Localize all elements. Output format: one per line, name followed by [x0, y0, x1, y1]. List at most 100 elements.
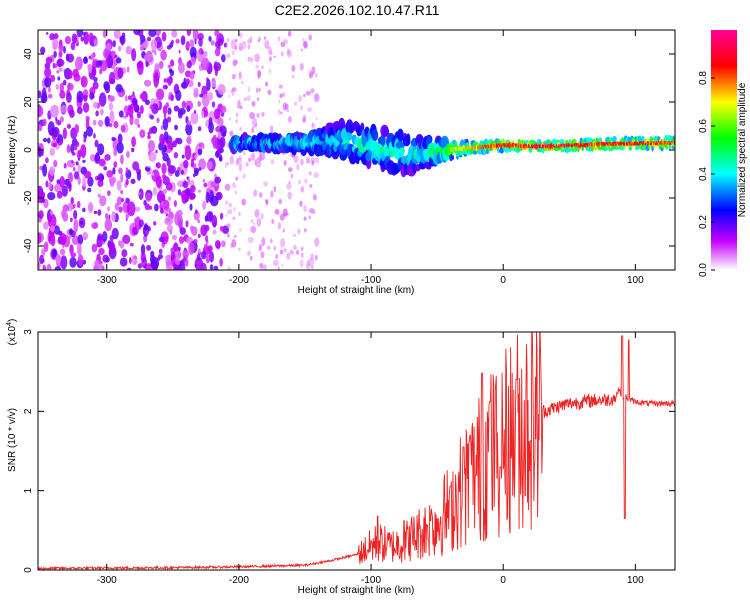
spectral-blob: [187, 135, 192, 145]
spectral-blob: [94, 153, 101, 164]
spectral-blob: [104, 218, 113, 232]
spectral-blob: [213, 265, 219, 270]
spectral-blob: [71, 160, 74, 164]
spectral-blob: [59, 82, 65, 93]
spectral-blob: [472, 150, 478, 155]
spectral-blob: [163, 131, 169, 141]
spectral-blob: [82, 231, 89, 241]
spectral-blob: [262, 264, 267, 270]
spectral-blob: [254, 159, 257, 166]
spectral-blob: [40, 191, 46, 199]
spectral-blob: [112, 167, 116, 175]
spectral-blob: [120, 124, 126, 133]
spectral-blob: [268, 68, 271, 74]
spectral-blob: [235, 38, 238, 43]
spectral-blob: [45, 180, 49, 188]
spectral-blob: [112, 40, 117, 48]
spectral-blob: [49, 74, 56, 83]
spectral-blob: [273, 55, 276, 58]
spectral-blob: [183, 77, 187, 84]
spectral-blob: [69, 244, 74, 255]
spectral-blob: [49, 166, 56, 176]
spectral-blob: [163, 113, 167, 118]
spectral-blob: [248, 250, 251, 256]
spectral-blob: [203, 50, 208, 58]
spectral-blob: [265, 200, 269, 206]
spectral-blob: [279, 93, 283, 99]
spectral-blob: [308, 215, 311, 220]
spectral-blob: [226, 223, 231, 229]
spectral-blob: [269, 56, 272, 62]
spectral-blob: [290, 173, 293, 179]
spectral-blob: [206, 78, 211, 91]
spectral-blob: [181, 100, 186, 109]
spectral-blob: [66, 159, 76, 168]
snr-y-tick-label: 3: [23, 329, 34, 335]
spectral-blob: [83, 94, 88, 102]
spectral-blob: [221, 54, 226, 63]
spectral-blob: [111, 211, 116, 222]
snr-scale-exp: 4: [6, 322, 13, 326]
spectral-blob: [228, 94, 230, 98]
spectral-blob: [115, 57, 122, 64]
spectral-blob: [211, 214, 218, 228]
spectral-blob: [315, 73, 318, 78]
spectral-blob: [66, 181, 72, 189]
spectral-blob: [76, 243, 82, 256]
spectral-blob: [282, 228, 285, 233]
spectral-blob: [41, 248, 46, 257]
spectral-blob: [155, 30, 161, 37]
spectral-blob: [136, 171, 142, 181]
spectral-blob: [383, 127, 390, 137]
spectral-blob: [280, 111, 283, 115]
spectral-blob: [59, 90, 66, 99]
spectrogram-y-ticks: -40 -20 0 20 40: [23, 48, 675, 253]
spectral-blob: [186, 60, 193, 69]
spectral-blob: [291, 64, 296, 72]
spectral-blob: [169, 69, 175, 77]
spectral-blob: [313, 157, 320, 164]
spectral-blob: [198, 158, 206, 170]
spectral-blob: [149, 114, 155, 120]
spectral-blob: [65, 92, 72, 103]
spectral-blob: [83, 170, 92, 179]
spectral-blob: [143, 53, 153, 62]
spectral-blob: [218, 38, 223, 44]
spectral-blob: [158, 248, 163, 255]
spectral-blob: [273, 186, 277, 193]
spectral-blob: [175, 89, 182, 102]
spectral-blob: [38, 123, 43, 132]
spectral-blob: [89, 154, 96, 162]
spectral-blob: [278, 84, 283, 89]
spectral-blob: [264, 81, 269, 87]
spectral-blob: [251, 126, 255, 134]
spectral-blob: [311, 66, 316, 75]
spectral-blob: [83, 131, 88, 140]
spectral-blob: [263, 36, 267, 40]
spectral-blob: [395, 140, 406, 150]
spectral-blob: [228, 117, 232, 121]
spectral-blob: [189, 71, 195, 80]
spectral-blob: [226, 53, 231, 58]
spectral-blob: [277, 36, 281, 42]
spectral-blob: [177, 61, 185, 74]
colorbar-tick-label: 0.4: [698, 167, 709, 181]
snr-frame: [37, 331, 676, 571]
spectral-blob: [250, 225, 257, 234]
spectral-blob: [174, 170, 180, 177]
spectral-blob: [102, 30, 107, 38]
spectral-blob: [194, 209, 198, 215]
spectral-blob: [303, 93, 306, 98]
spectral-blob: [53, 50, 57, 58]
spectral-blob: [113, 148, 118, 157]
spectral-blob: [178, 260, 186, 270]
spectral-blob: [132, 161, 140, 171]
spectral-blob: [255, 161, 262, 168]
spectral-blob: [46, 263, 52, 270]
spectral-blob: [167, 141, 172, 150]
spectral-blob: [205, 234, 209, 243]
spectral-blob: [159, 133, 165, 145]
spectral-blob: [287, 115, 292, 123]
spectral-blob: [198, 47, 204, 55]
spectral-blob: [253, 189, 258, 197]
